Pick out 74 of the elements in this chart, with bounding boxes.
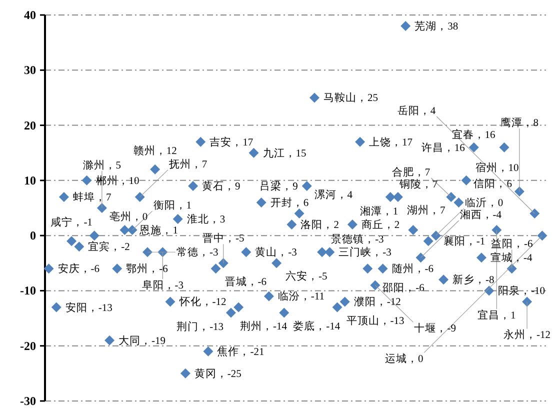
data-label: 岳阳，4 — [397, 104, 436, 118]
y-tick-label: 0 — [30, 228, 36, 243]
data-label: 宜昌，1 — [478, 308, 516, 322]
data-label: 许昌，16 — [421, 142, 465, 154]
data-label: 马鞍山，25 — [323, 91, 378, 104]
data-label: 合肥，7 — [392, 165, 430, 178]
data-label: 大同，-19 — [118, 334, 166, 347]
data-label: 吕梁，9 — [260, 179, 298, 192]
data-label: 开封，6 — [270, 196, 309, 209]
data-label: 三门峡，-3 — [338, 246, 392, 259]
data-label: 漯河，4 — [314, 189, 354, 202]
data-label: 蚌埠，7 — [72, 190, 112, 204]
data-label: 安阳，-13 — [65, 300, 112, 314]
data-label: 焦作，-21 — [217, 346, 264, 358]
y-tick-label: -10 — [20, 284, 36, 298]
data-label: 湖州，7 — [406, 203, 446, 216]
data-label: 濮阳，-12 — [354, 296, 401, 308]
data-label: 临汾，-11 — [278, 290, 325, 303]
data-label: 襄阳，-1 — [443, 234, 486, 248]
data-label: 衡阳，1 — [153, 200, 192, 212]
data-label: 商丘，2 — [361, 218, 400, 232]
data-label: 宜春，16 — [452, 128, 496, 141]
data-label: 黄山，-3 — [255, 246, 297, 259]
data-label: 景德镇，-3 — [331, 234, 384, 246]
data-label: 娄底，-14 — [293, 319, 341, 332]
data-label: 宜宾，-2 — [88, 240, 130, 254]
data-label: 洛阳，2 — [300, 219, 339, 232]
data-label: 宿州，10 — [475, 160, 519, 174]
data-label: 信阳，6 — [474, 178, 512, 190]
data-label: 淮北，3 — [186, 212, 226, 226]
data-label: 荆门，-13 — [176, 320, 224, 333]
data-label: 鹰潭，8 — [500, 116, 539, 129]
data-label: 芜湖，38 — [414, 20, 458, 33]
data-label: 新乡，-8 — [452, 273, 494, 286]
data-label: 铜陵，7 — [398, 178, 438, 190]
data-label: 六安，-5 — [286, 270, 328, 283]
data-label: 临沂，0 — [464, 196, 504, 210]
data-label: 九江，15 — [262, 146, 306, 160]
data-label: 郴州，10 — [96, 174, 140, 187]
data-label: 运城，0 — [384, 352, 424, 366]
data-label: 邵阳，-6 — [382, 282, 424, 294]
data-label: 湘西，-4 — [460, 208, 502, 222]
data-label: 黄石，9 — [202, 179, 240, 192]
data-label: 赣州，12 — [133, 144, 177, 157]
data-label: 恩施，1 — [138, 224, 178, 237]
data-label: 湘潭，1 — [360, 204, 398, 218]
data-label: 随州，-6 — [392, 262, 434, 276]
data-label: 荆州，-14 — [240, 319, 288, 332]
data-label: 平顶山，-13 — [346, 314, 404, 327]
data-label: 益阳，-6 — [490, 238, 533, 250]
data-label: 常德，-3 — [176, 246, 218, 259]
data-label: 阜阳，-3 — [142, 280, 184, 292]
data-label: 晋中，-5 — [202, 232, 244, 245]
y-tick-label: -20 — [20, 338, 36, 353]
y-tick-label: 10 — [24, 173, 36, 188]
y-tick-label: 20 — [24, 118, 36, 132]
data-label: 晋城，-6 — [224, 275, 267, 288]
data-label: 上饶，17 — [369, 135, 413, 148]
data-label: 怀化，-12 — [178, 296, 226, 308]
data-label: 抚州，7 — [168, 157, 208, 170]
y-tick-label: -30 — [20, 394, 36, 408]
data-label: 阳泉，-10 — [498, 285, 546, 298]
data-label: 吉安，17 — [210, 135, 254, 148]
data-label: 宣城，-4 — [490, 251, 533, 264]
data-label: 黄冈，-25 — [194, 366, 242, 380]
data-label: 咸宁，-1 — [50, 216, 92, 229]
y-tick-label: 30 — [24, 63, 36, 78]
data-label: 永州，-12 — [504, 328, 551, 342]
data-label: 鄂州，-6 — [126, 262, 168, 276]
data-label: 十堰，-9 — [414, 322, 456, 335]
data-label: 滁州，5 — [82, 158, 122, 172]
data-label: 安庆，-6 — [58, 262, 100, 276]
y-tick-label: 40 — [24, 8, 36, 22]
data-label: 亳州，0 — [109, 210, 148, 224]
